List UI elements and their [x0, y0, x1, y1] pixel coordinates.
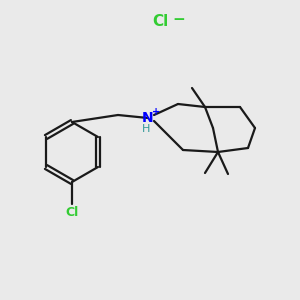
Text: Cl: Cl [65, 206, 79, 218]
Text: Cl: Cl [152, 14, 168, 29]
Text: +: + [152, 107, 160, 117]
Text: N: N [142, 111, 154, 125]
Text: H: H [142, 124, 150, 134]
Text: −: − [172, 11, 185, 26]
